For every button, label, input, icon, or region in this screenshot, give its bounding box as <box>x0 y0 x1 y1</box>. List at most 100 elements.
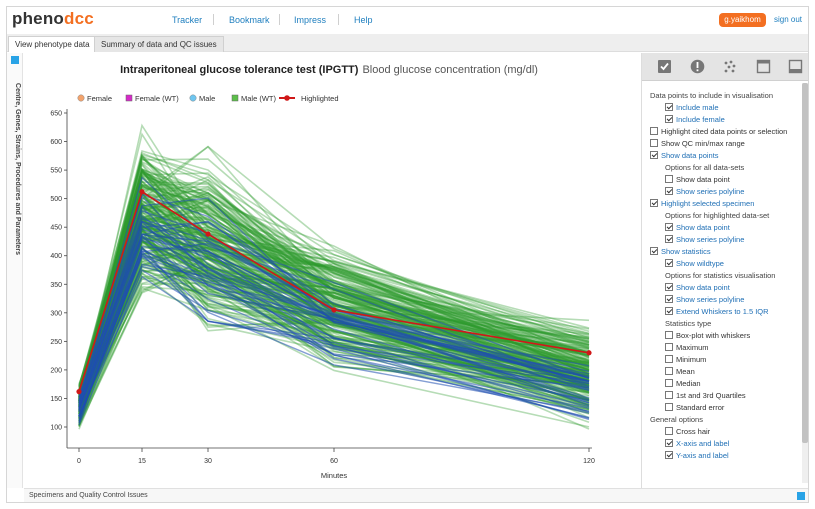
option-checkbox[interactable]: Show statistics <box>650 246 711 257</box>
user-account-button[interactable]: g.yaikhom <box>719 13 766 27</box>
checkbox-box[interactable] <box>665 115 673 123</box>
checkbox-box[interactable] <box>665 355 673 363</box>
legend-item[interactable]: Female (WT) <box>125 94 179 103</box>
checkbox-box[interactable] <box>665 367 673 375</box>
option-checkbox[interactable]: Mean <box>665 366 695 377</box>
nav-link-help[interactable]: Help <box>354 15 373 25</box>
option-label: Show series polyline <box>676 187 745 196</box>
option-checkbox[interactable]: Show series polyline <box>665 234 744 245</box>
option-checkbox[interactable]: Y-axis and label <box>665 450 729 461</box>
option-label: Cross hair <box>676 427 711 436</box>
option-checkbox[interactable]: Median <box>665 378 701 389</box>
checkbox-box[interactable] <box>665 103 673 111</box>
nav-divider <box>213 14 214 25</box>
checkbox-box[interactable] <box>665 427 673 435</box>
checkbox-box[interactable] <box>665 403 673 411</box>
option-group-heading: Options for highlighted data-set <box>665 210 769 221</box>
wildtype-series-line <box>78 153 590 404</box>
checkbox-box[interactable] <box>665 235 673 243</box>
option-label: Standard error <box>676 403 725 412</box>
nav-link-tracker[interactable]: Tracker <box>172 15 203 25</box>
scrollbar-thumb[interactable] <box>802 83 808 443</box>
option-checkbox[interactable]: Standard error <box>665 402 724 413</box>
highlighted-data-point[interactable] <box>205 231 211 237</box>
checkbox-box[interactable] <box>665 391 673 399</box>
nav-link-bookmark[interactable]: Bookmark <box>229 15 270 25</box>
option-checkbox[interactable]: Show data point <box>665 282 730 293</box>
expand-bottom-panel-icon[interactable] <box>797 492 805 500</box>
wildtype-series-line <box>78 277 590 430</box>
checkbox-box[interactable] <box>665 283 673 291</box>
checkbox-box[interactable] <box>665 343 673 351</box>
wildtype-series-line <box>78 171 590 400</box>
option-checkbox[interactable]: Show QC min/max range <box>650 138 745 149</box>
expand-panel-icon[interactable] <box>11 56 19 64</box>
checkbox-box[interactable] <box>650 199 658 207</box>
highlighted-data-point[interactable] <box>331 307 337 313</box>
legend-square-marker <box>125 94 133 102</box>
checkbox-box[interactable] <box>665 259 673 267</box>
chart-legend: Female Female (WT) Male Male (WT) Highlighte… <box>77 94 339 103</box>
checkbox-box[interactable] <box>650 139 658 147</box>
mutant-series-line <box>78 237 590 417</box>
checkbox-box[interactable] <box>665 187 673 195</box>
option-checkbox[interactable]: Maximum <box>665 342 709 353</box>
highlighted-data-point[interactable] <box>586 350 592 356</box>
scatter-dots-icon[interactable] <box>723 59 738 74</box>
option-checkbox[interactable]: Show series polyline <box>665 186 744 197</box>
window-icon[interactable] <box>756 59 771 74</box>
legend-item[interactable]: Male <box>189 94 215 103</box>
tab-summary-qc-issues[interactable]: Summary of data and QC issues <box>94 36 224 52</box>
option-checkbox[interactable]: Highlight cited data points or selection <box>650 126 787 137</box>
checkbox-box[interactable] <box>665 307 673 315</box>
legend-item[interactable]: Male (WT) <box>231 94 276 103</box>
checkbox-box[interactable] <box>665 439 673 447</box>
checkbox-box[interactable] <box>665 223 673 231</box>
checkbox-box[interactable] <box>665 295 673 303</box>
option-label: Options for highlighted data-set <box>665 211 770 220</box>
legend-item[interactable]: Highlighted <box>279 94 339 103</box>
tab-view-phenotype-data[interactable]: View phenotype data <box>8 36 97 52</box>
option-checkbox[interactable]: Show data point <box>665 222 730 233</box>
bottom-collapsed-panel[interactable]: Specimens and Quality Control Issues <box>24 488 808 502</box>
option-checkbox[interactable]: 1st and 3rd Quartiles <box>665 390 746 401</box>
option-checkbox[interactable]: Show data point <box>665 174 730 185</box>
option-checkbox[interactable]: Highlight selected specimen <box>650 198 754 209</box>
checkbox-box[interactable] <box>665 331 673 339</box>
mutant-series-line <box>78 249 590 418</box>
sign-out-link[interactable]: sign out <box>774 15 803 24</box>
phenodcc-logo[interactable]: phenodcc <box>12 9 94 28</box>
option-checkbox[interactable]: Extend Whiskers to 1.5 IQR <box>665 306 769 317</box>
highlighted-data-point[interactable] <box>139 189 145 195</box>
option-checkbox[interactable]: Cross hair <box>665 426 710 437</box>
option-label: Mean <box>676 367 695 376</box>
option-label: 1st and 3rd Quartiles <box>676 391 746 400</box>
checkbox-box[interactable] <box>650 151 658 159</box>
option-checkbox[interactable]: Minimum <box>665 354 706 365</box>
checkbox-icon[interactable] <box>657 59 672 74</box>
option-checkbox[interactable]: X-axis and label <box>665 438 729 449</box>
option-checkbox[interactable]: Show series polyline <box>665 294 744 305</box>
option-checkbox[interactable]: Include female <box>665 114 725 125</box>
wildtype-series-line <box>78 170 590 407</box>
nav-link-impress[interactable]: Impress <box>294 15 327 25</box>
checkbox-box[interactable] <box>665 379 673 387</box>
x-tick-label: 30 <box>204 458 212 465</box>
checkbox-box[interactable] <box>650 127 658 135</box>
option-label: Highlight selected specimen <box>661 199 755 208</box>
option-checkbox[interactable]: Box-plot with whiskers <box>665 330 750 341</box>
alert-icon[interactable] <box>690 59 705 74</box>
option-checkbox[interactable]: Include male <box>665 102 719 113</box>
highlighted-data-point[interactable] <box>76 389 82 395</box>
panel-bottom-icon[interactable] <box>788 59 803 74</box>
wildtype-series-line <box>78 255 590 424</box>
x-tick-label: 15 <box>138 458 146 465</box>
option-checkbox[interactable]: Show data points <box>650 150 719 161</box>
checkbox-box[interactable] <box>650 247 658 255</box>
option-checkbox[interactable]: Show wildtype <box>665 258 724 269</box>
checkbox-box[interactable] <box>665 451 673 459</box>
left-collapsed-panel[interactable]: Centre, Genes, Strains, Procedures and P… <box>7 53 23 488</box>
legend-item[interactable]: Female <box>77 94 112 103</box>
options-scrollbar[interactable] <box>802 83 808 483</box>
checkbox-box[interactable] <box>665 175 673 183</box>
